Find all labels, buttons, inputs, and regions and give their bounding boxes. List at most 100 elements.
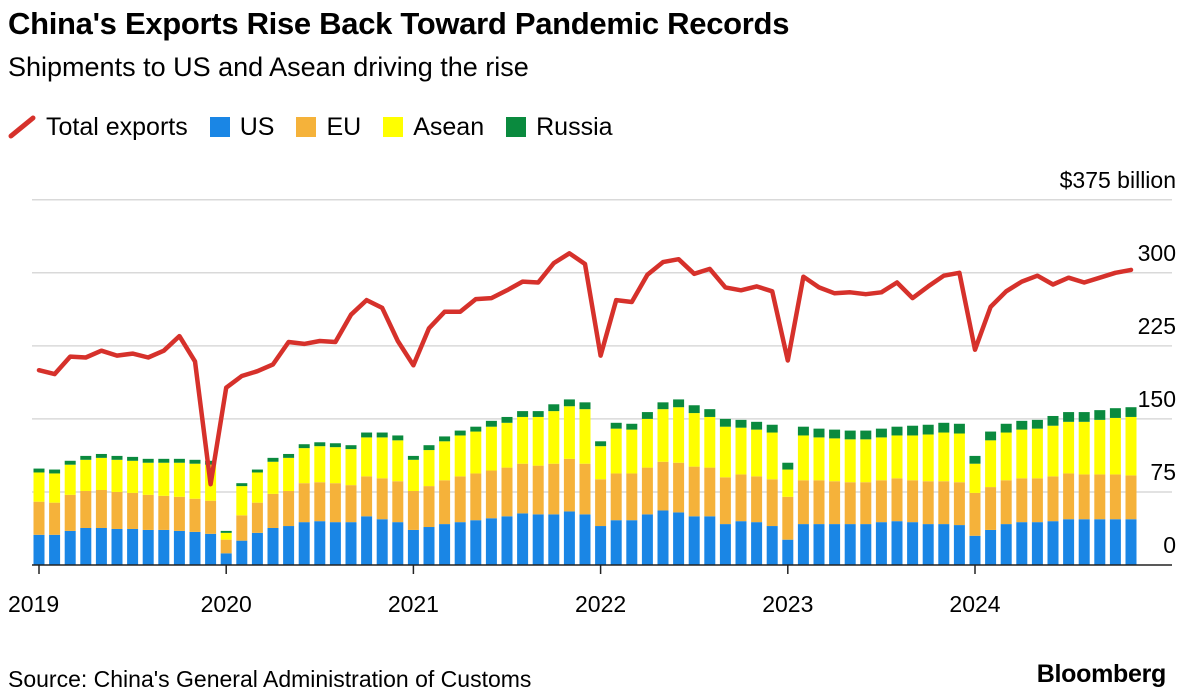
bar-segment-us xyxy=(1063,519,1075,565)
bar-segment-us xyxy=(423,527,435,565)
bar-segment-us xyxy=(719,524,731,565)
bar-segment-asean xyxy=(485,426,497,471)
bar-segment-russia xyxy=(111,455,123,460)
bar-segment-eu xyxy=(766,479,778,527)
legend-label: EU xyxy=(326,112,362,141)
bar-segment-eu xyxy=(361,476,373,517)
bar-segment-eu xyxy=(95,490,107,528)
bar-segment-russia xyxy=(80,455,92,460)
bar-segment-russia xyxy=(938,422,950,433)
bar-segment-us xyxy=(345,522,357,565)
bar-segment-us xyxy=(875,522,887,565)
y-tick-label: 150 xyxy=(1138,386,1176,412)
bar-segment-russia xyxy=(641,412,653,419)
bar-segment-eu xyxy=(345,485,357,523)
bar-segment-asean xyxy=(641,418,653,468)
y-tick-label: 300 xyxy=(1138,240,1176,266)
bar-segment-asean xyxy=(548,411,560,464)
bar-segment-eu xyxy=(875,480,887,523)
bar-segment-asean xyxy=(766,432,778,480)
bar-segment-asean xyxy=(95,457,107,491)
bar-segment-russia xyxy=(485,420,497,427)
legend-item-total-exports: Total exports xyxy=(8,113,188,142)
bar-segment-us xyxy=(361,516,373,565)
bar-segment-russia xyxy=(314,442,326,447)
bar-segment-russia xyxy=(189,459,201,464)
bar-segment-russia xyxy=(470,426,482,432)
bar-segment-asean xyxy=(579,409,591,464)
bar-segment-eu xyxy=(1016,478,1028,523)
bar-segment-us xyxy=(735,521,747,565)
bar-segment-russia xyxy=(626,423,638,430)
bar-segment-eu xyxy=(688,466,700,517)
bar-segment-us xyxy=(548,514,560,565)
bar-segment-us xyxy=(33,534,45,565)
bar-segment-us xyxy=(298,522,310,565)
bar-segment-russia xyxy=(361,432,373,438)
bar-segment-us xyxy=(485,518,497,565)
bar-segment-russia xyxy=(329,443,341,448)
bar-segment-us xyxy=(1094,519,1106,565)
bar-segment-eu xyxy=(673,462,685,513)
bar-segment-russia xyxy=(985,431,997,441)
legend-item-eu: EU xyxy=(296,113,361,142)
bar-segment-us xyxy=(220,553,232,565)
bar-segment-russia xyxy=(875,428,887,438)
bar-segment-eu xyxy=(173,496,185,531)
bar-segment-russia xyxy=(423,445,435,451)
bar-segment-asean xyxy=(797,435,809,481)
bar-segment-asean xyxy=(1016,429,1028,479)
bar-segment-russia xyxy=(922,424,934,435)
bar-segment-asean xyxy=(220,532,232,540)
bar-segment-us xyxy=(517,513,529,565)
bar-segment-russia xyxy=(1016,420,1028,430)
bar-segment-eu xyxy=(501,467,513,517)
bar-segment-eu xyxy=(236,515,248,541)
bar-segment-asean xyxy=(657,409,669,462)
bar-segment-us xyxy=(797,524,809,565)
legend-swatch xyxy=(506,117,527,137)
bar-segment-russia xyxy=(1125,407,1137,417)
bar-segment-asean xyxy=(111,459,123,492)
bar-segment-russia xyxy=(704,409,716,417)
bar-segment-us xyxy=(251,532,263,565)
bar-segment-us xyxy=(1000,524,1012,565)
bar-segment-us xyxy=(439,524,451,565)
x-tick-label: 2024 xyxy=(949,591,1000,617)
bar-segment-asean xyxy=(532,416,544,466)
bar-segment-us xyxy=(813,524,825,565)
bar-segment-us xyxy=(673,512,685,565)
bar-segment-us xyxy=(704,516,716,565)
chart-plot-area: 2019 2020 2021 2022 2023 2024 0 75 150 225 300 $37… xyxy=(8,167,1176,617)
bar-segment-asean xyxy=(392,440,404,482)
bar-segment-russia xyxy=(844,430,856,440)
bar-segment-us xyxy=(329,522,341,565)
legend-label: Total exports xyxy=(46,112,188,141)
bar-segment-eu xyxy=(470,473,482,521)
bar-segment-russia xyxy=(907,425,919,436)
bar-segment-eu xyxy=(517,463,529,514)
bar-segment-asean xyxy=(439,441,451,481)
bar-segment-us xyxy=(610,520,622,565)
bar-segment-eu xyxy=(485,470,497,519)
bar-segment-russia xyxy=(392,435,404,441)
bar-segment-asean xyxy=(49,473,61,503)
bar-segment-eu xyxy=(1047,476,1059,522)
bar-segment-russia xyxy=(891,426,903,436)
bar-segment-russia xyxy=(1031,419,1043,429)
bar-segment-asean xyxy=(454,435,466,477)
bar-segment-us xyxy=(205,533,217,565)
bar-segment-russia xyxy=(267,457,279,462)
bar-segment-eu xyxy=(205,500,217,534)
bar-segment-eu xyxy=(751,476,763,523)
bar-segment-asean xyxy=(423,450,435,487)
bar-segment-eu xyxy=(860,482,872,525)
bar-segment-eu xyxy=(844,482,856,525)
bar-segment-russia xyxy=(766,424,778,433)
bar-segment-us xyxy=(189,531,201,565)
bar-segment-us xyxy=(938,524,950,565)
bar-segment-russia xyxy=(813,428,825,438)
bar-segment-russia xyxy=(517,411,529,417)
bar-segment-russia xyxy=(298,444,310,449)
bar-segment-us xyxy=(173,530,185,565)
